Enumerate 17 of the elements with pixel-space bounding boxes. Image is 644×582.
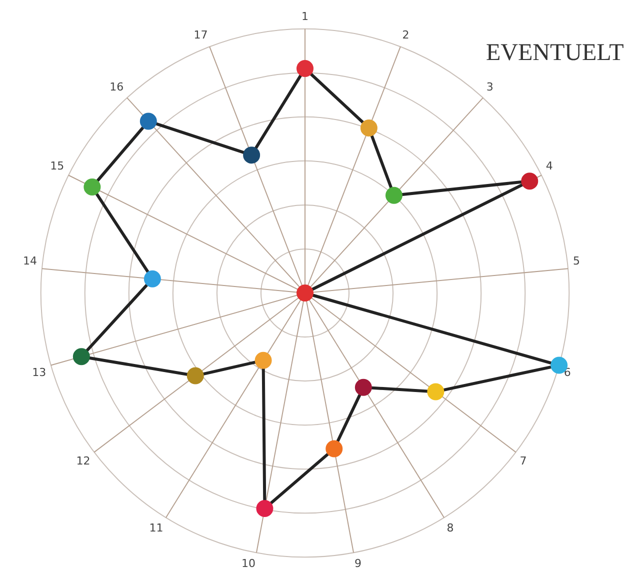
spoke-label: 7 <box>520 454 527 468</box>
spoke-label: 13 <box>32 366 46 380</box>
spoke-label: 4 <box>546 159 553 172</box>
spoke-label: 3 <box>486 80 494 94</box>
spoke-label: 5 <box>573 254 580 268</box>
text: EVENTUELT <box>486 40 624 67</box>
spoke-label: 1 <box>302 10 308 24</box>
spoke-label: 12 <box>76 454 90 468</box>
spoke-label: 15 <box>50 159 64 172</box>
spoke-label: 10 <box>242 557 256 570</box>
spoke-label: 9 <box>354 557 362 570</box>
spoke-label: 8 <box>446 521 454 534</box>
spoke-label: 2 <box>402 28 410 42</box>
spoke-label: 16 <box>110 80 124 94</box>
spoke-label: 14 <box>22 254 37 268</box>
spoke-label: 11 <box>149 521 164 534</box>
spoke-label: 17 <box>194 28 208 42</box>
